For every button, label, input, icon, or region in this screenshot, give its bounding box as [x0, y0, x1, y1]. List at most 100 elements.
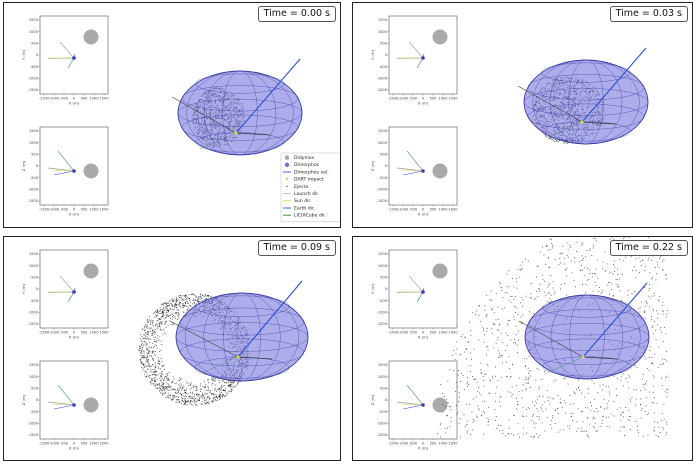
ejecta-particle: [172, 312, 174, 314]
ejecta-particle: [156, 370, 157, 372]
ejecta-particle: [167, 392, 169, 394]
ejecta-particle: [500, 424, 502, 426]
ejecta-particle: [193, 293, 195, 295]
ejecta-particle: [585, 292, 586, 293]
ejecta-particle: [499, 405, 501, 407]
ejecta-particle: [660, 419, 662, 421]
ejecta-particle: [200, 403, 202, 405]
ejecta-particle: [666, 392, 668, 394]
ejecta-particle: [665, 273, 667, 275]
ejecta-particle: [612, 295, 614, 297]
ejecta-particle: [165, 321, 166, 323]
ejecta-particle: [150, 368, 152, 370]
x-tick-label: 1000: [438, 442, 448, 446]
ejecta-particle: [142, 364, 144, 366]
frame-panel-4: 1500 1000 500 0 -500 -1000 -1500 -1500 -1000 -500…: [352, 236, 693, 461]
ejecta-particle: [201, 388, 202, 390]
ejecta-particle: [628, 374, 630, 376]
ejecta-particle: [520, 316, 522, 318]
ejecta-particle: [151, 382, 153, 384]
ejecta-particle: [506, 273, 508, 275]
ejecta-particle: [602, 419, 603, 421]
ejecta-particle: [205, 297, 207, 299]
ejecta-particle: [592, 247, 594, 249]
ejecta-particle: [508, 320, 510, 321]
ejecta-particle: [210, 296, 212, 298]
ejecta-particle: [531, 420, 533, 422]
ejecta-particle: [643, 311, 645, 313]
ejecta-particle: [205, 398, 207, 400]
ejecta-particle: [639, 311, 641, 313]
ejecta-particle: [151, 378, 153, 380]
ejecta-particle: [480, 362, 482, 364]
ejecta-particle: [195, 388, 197, 390]
ejecta-particle: [165, 392, 166, 394]
ejecta-particle: [652, 402, 654, 404]
ejecta-particle: [612, 295, 614, 296]
ejecta-particle: [176, 313, 178, 315]
ejecta-particle: [564, 141, 566, 143]
ejecta-particle: [165, 397, 167, 398]
ejecta-particle: [661, 427, 663, 428]
ejecta-particle: [159, 384, 160, 386]
ejecta-particle: [159, 336, 161, 338]
ejecta-particle: [163, 388, 165, 390]
y-tick-label: 1500: [29, 18, 39, 22]
ejecta-particle: [155, 387, 157, 389]
ejecta-particle: [555, 410, 556, 412]
ejecta-particle: [168, 315, 170, 317]
ejecta-particle: [549, 137, 550, 139]
ejecta-particle: [237, 381, 239, 383]
y-tick-label: -500: [379, 176, 388, 180]
ejecta-particle: [147, 368, 149, 370]
ejecta-particle: [216, 391, 218, 392]
ejecta-particle: [628, 387, 630, 389]
ejecta-particle: [163, 364, 165, 366]
ejecta-particle: [181, 395, 183, 397]
ejecta-particle: [168, 315, 170, 316]
ejecta-particle: [159, 310, 161, 312]
ejecta-particle: [145, 376, 147, 378]
ejecta-particle: [623, 373, 625, 375]
ejecta-particle: [151, 351, 153, 353]
legend-symbol: [286, 185, 288, 187]
ejecta-particle: [653, 429, 655, 431]
ejecta-particle: [493, 347, 495, 349]
ejecta-particle: [167, 389, 169, 391]
ejecta-particle: [565, 269, 567, 271]
ejecta-particle: [170, 394, 171, 396]
ejecta-particle: [218, 380, 220, 381]
plot-frame: [388, 360, 458, 440]
ejecta-particle: [193, 385, 195, 387]
ejecta-particle: [139, 338, 141, 340]
ejecta-particle: [176, 298, 178, 299]
ejecta-particle: [168, 304, 170, 306]
y-tick-label: -1500: [28, 322, 39, 326]
ejecta-particle: [152, 333, 153, 335]
ejecta-particle: [195, 390, 197, 391]
ejecta-particle: [142, 362, 144, 364]
ejecta-particle: [539, 396, 540, 397]
ejecta-particle: [496, 428, 498, 429]
ejecta-particle: [173, 301, 175, 302]
ejecta-particle: [182, 397, 184, 399]
parallel-line: [195, 73, 285, 94]
x-tick-label: 1000: [438, 331, 448, 335]
ejecta-particle: [442, 411, 444, 413]
didymos-body: [432, 29, 448, 45]
ejecta-particle: [185, 301, 186, 303]
ejecta-particle: [146, 342, 148, 344]
ejecta-particle: [157, 312, 159, 314]
ejecta-particle: [177, 399, 179, 401]
ejecta-particle: [160, 309, 162, 310]
ejecta-particle: [650, 316, 652, 318]
ejecta-particle: [204, 381, 205, 382]
ejecta-particle: [177, 397, 179, 398]
ejecta-particle: [165, 317, 166, 319]
liciacube-direction: [57, 384, 75, 406]
ejecta-particle: [602, 384, 604, 385]
ejecta-particle: [177, 313, 179, 315]
ejecta-particle: [149, 331, 151, 332]
ejecta-particle: [163, 312, 164, 314]
